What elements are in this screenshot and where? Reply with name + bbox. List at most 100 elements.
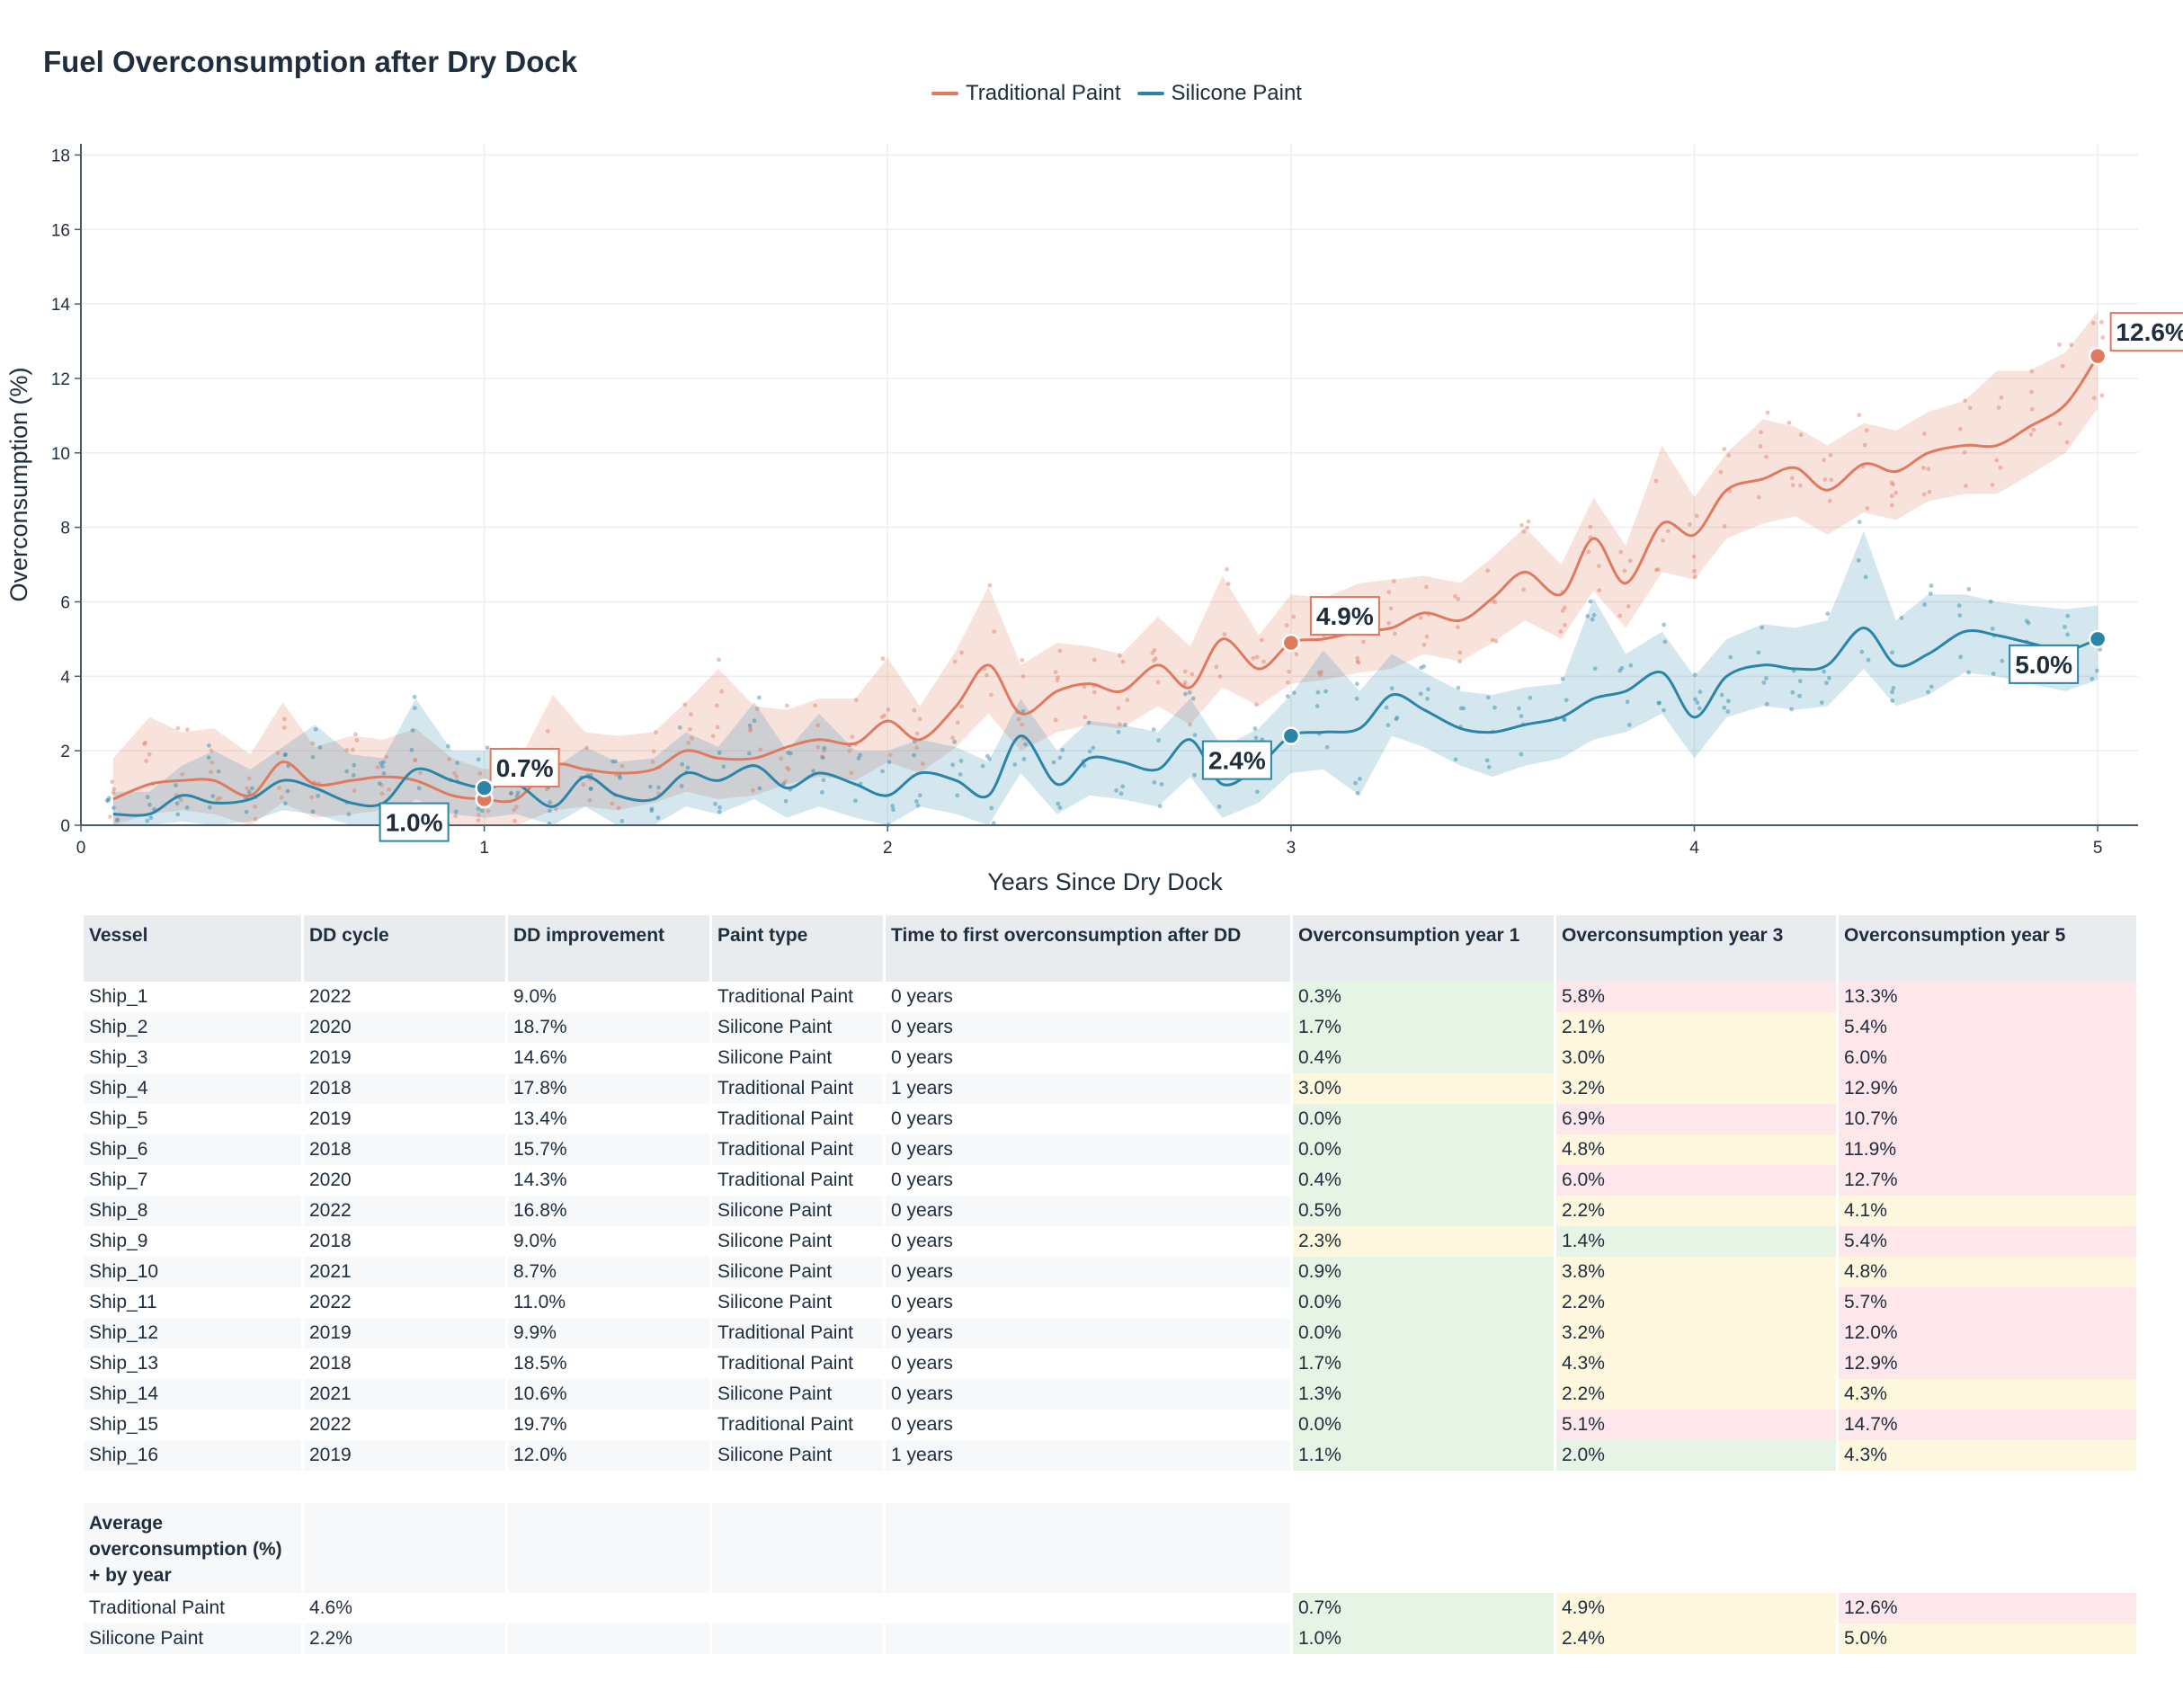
silicone-sample-point: [1863, 574, 1868, 580]
table-row[interactable]: Ship_6 2018 15.7% Traditional Paint 0 years 0…: [84, 1134, 2136, 1165]
table-cell-first: 0 years: [886, 1410, 1290, 1440]
traditional-sample-point: [1617, 613, 1623, 618]
silicone-sample-point: [821, 778, 826, 783]
traditional-sample-point: [1155, 680, 1161, 685]
traditional-sample-point: [616, 805, 621, 811]
column-header[interactable]: DD improvement: [508, 915, 709, 982]
summary-cell-empty: [886, 1623, 1290, 1654]
table-row[interactable]: Ship_14 2021 10.6% Silicone Paint 0 years 1.3…: [84, 1379, 2136, 1410]
traditional-sample-point: [1316, 670, 1322, 675]
legend-label-traditional: Traditional Paint: [966, 81, 1121, 105]
table-row[interactable]: Ship_16 2019 12.0% Silicone Paint 1 years 1.1…: [84, 1440, 2136, 1471]
traditional-sample-point: [1563, 623, 1567, 627]
traditional-sample-point: [2031, 427, 2036, 432]
silicone-sample-point: [1695, 700, 1700, 706]
table-row[interactable]: Ship_4 2018 17.8% Traditional Paint 1 years 3…: [84, 1073, 2136, 1104]
table-row[interactable]: Ship_1 2022 9.0% Traditional Paint 0 years 0.…: [84, 982, 2136, 1012]
column-header[interactable]: Time to first overconsumption after DD: [886, 915, 1290, 982]
traditional-sample-point: [1457, 650, 1463, 655]
traditional-sample-point: [453, 814, 459, 819]
column-header[interactable]: Paint type: [712, 915, 883, 982]
silicone-sample-point: [453, 809, 459, 814]
traditional-sample-point: [209, 769, 213, 775]
traditional-annotation-box: [2109, 312, 2183, 352]
silicone-sample-point: [955, 793, 960, 798]
table-row[interactable]: Ship_8 2022 16.8% Silicone Paint 0 years 0.5%…: [84, 1196, 2136, 1226]
column-header[interactable]: Overconsumption year 5: [1839, 915, 2136, 982]
table-row[interactable]: Ship_5 2019 13.4% Traditional Paint 0 years 0…: [84, 1104, 2136, 1134]
silicone-sample-point: [1425, 696, 1430, 701]
y-tick-label: 2: [60, 743, 70, 761]
traditional-sample-point: [1355, 655, 1360, 661]
table-cell-cycle: 2018: [304, 1348, 505, 1379]
table-cell-first: 0 years: [886, 1226, 1290, 1257]
table-row[interactable]: Ship_7 2020 14.3% Traditional Paint 0 years 0…: [84, 1165, 2136, 1196]
legend-item-traditional[interactable]: Traditional Paint: [931, 81, 1121, 106]
traditional-range-band: [112, 311, 2098, 825]
silicone-sample-point: [1519, 752, 1524, 757]
table-cell-vessel: Ship_16: [84, 1440, 301, 1471]
traditional-sample-point: [1963, 398, 1967, 404]
traditional-annotation-label: 12.6%: [2116, 318, 2183, 346]
table-cell-paint: Traditional Paint: [712, 1073, 883, 1104]
table-cell-improvement: 12.0%: [508, 1440, 709, 1471]
traditional-sample-point: [1392, 631, 1397, 636]
column-header[interactable]: Vessel: [84, 915, 301, 982]
table-cell-y1: 1.1%: [1293, 1440, 1554, 1471]
summary-row[interactable]: Traditional Paint 4.6% 0.7% 4.9% 12.6%: [84, 1593, 2136, 1623]
traditional-sample-point: [454, 774, 459, 779]
silicone-sample-point: [2000, 658, 2005, 663]
traditional-sample-point: [1893, 490, 1899, 495]
silicone-sample-point: [509, 791, 513, 796]
legend-item-silicone[interactable]: Silicone Paint: [1136, 81, 1302, 106]
silicone-sample-point: [1458, 706, 1464, 711]
table-row[interactable]: Ship_2 2020 18.7% Silicone Paint 0 years 1.7%…: [84, 1012, 2136, 1043]
table-cell-paint: Silicone Paint: [712, 1012, 883, 1043]
table-row[interactable]: Ship_10 2021 8.7% Silicone Paint 0 years 0.9%…: [84, 1257, 2136, 1287]
table-row[interactable]: Ship_9 2018 9.0% Silicone Paint 0 years 2.3% 1…: [84, 1226, 2136, 1257]
traditional-sample-point: [351, 747, 355, 752]
table-row[interactable]: Ship_12 2019 9.9% Traditional Paint 0 years 0…: [84, 1318, 2136, 1348]
traditional-sample-point: [2100, 335, 2106, 340]
silicone-sample-point: [145, 795, 150, 800]
column-header[interactable]: Overconsumption year 1: [1293, 915, 1554, 982]
traditional-sample-point: [847, 748, 852, 753]
table-row[interactable]: Ship_15 2022 19.7% Traditional Paint 0 years…: [84, 1410, 2136, 1440]
silicone-sample-point: [344, 769, 350, 774]
table-row[interactable]: Ship_3 2019 14.6% Silicone Paint 0 years 0.4%…: [84, 1043, 2136, 1073]
silicone-sample-point: [184, 805, 190, 810]
traditional-sample-point: [310, 741, 316, 746]
silicone-sample-point: [1756, 650, 1761, 655]
table-cell-paint: Traditional Paint: [712, 1104, 883, 1134]
traditional-sample-point: [142, 742, 147, 747]
column-header[interactable]: DD cycle: [304, 915, 505, 982]
silicone-sample-point: [1797, 679, 1803, 683]
table-cell-y1: 0.9%: [1293, 1257, 1554, 1287]
table-cell-paint: Silicone Paint: [712, 1226, 883, 1257]
table-row[interactable]: Ship_13 2018 18.5% Traditional Paint 0 years…: [84, 1348, 2136, 1379]
traditional-sample-point: [1153, 656, 1158, 662]
traditional-sample-point: [748, 728, 753, 734]
traditional-sample-point: [1190, 672, 1195, 677]
summary-row[interactable]: Silicone Paint 2.2% 1.0% 2.4% 5.0%: [84, 1623, 2136, 1654]
table-cell-cycle: 2021: [304, 1379, 505, 1410]
table-cell-y5: 14.7%: [1839, 1410, 2136, 1440]
table-row[interactable]: Ship_11 2022 11.0% Silicone Paint 0 years 0.0…: [84, 1287, 2136, 1318]
traditional-sample-point: [1355, 659, 1360, 664]
traditional-sample-point: [1691, 554, 1697, 559]
traditional-sample-point: [987, 583, 993, 588]
table-cell-improvement: 10.6%: [508, 1379, 709, 1410]
column-header[interactable]: Overconsumption year 3: [1556, 915, 1836, 982]
traditional-sample-point: [959, 650, 964, 655]
silicone-sample-point: [1187, 689, 1192, 695]
summary-cell-empty: [508, 1593, 709, 1623]
traditional-sample-point: [1493, 638, 1499, 644]
traditional-sample-point: [813, 703, 818, 708]
traditional-sample-point: [853, 698, 859, 703]
traditional-sample-point: [2064, 440, 2070, 445]
silicone-sample-point: [1859, 649, 1865, 654]
silicone-sample-point: [379, 761, 384, 766]
table-cell-y1: 0.0%: [1293, 1410, 1554, 1440]
silicone-sample-point: [950, 762, 955, 768]
traditional-sample-point: [1016, 716, 1021, 722]
